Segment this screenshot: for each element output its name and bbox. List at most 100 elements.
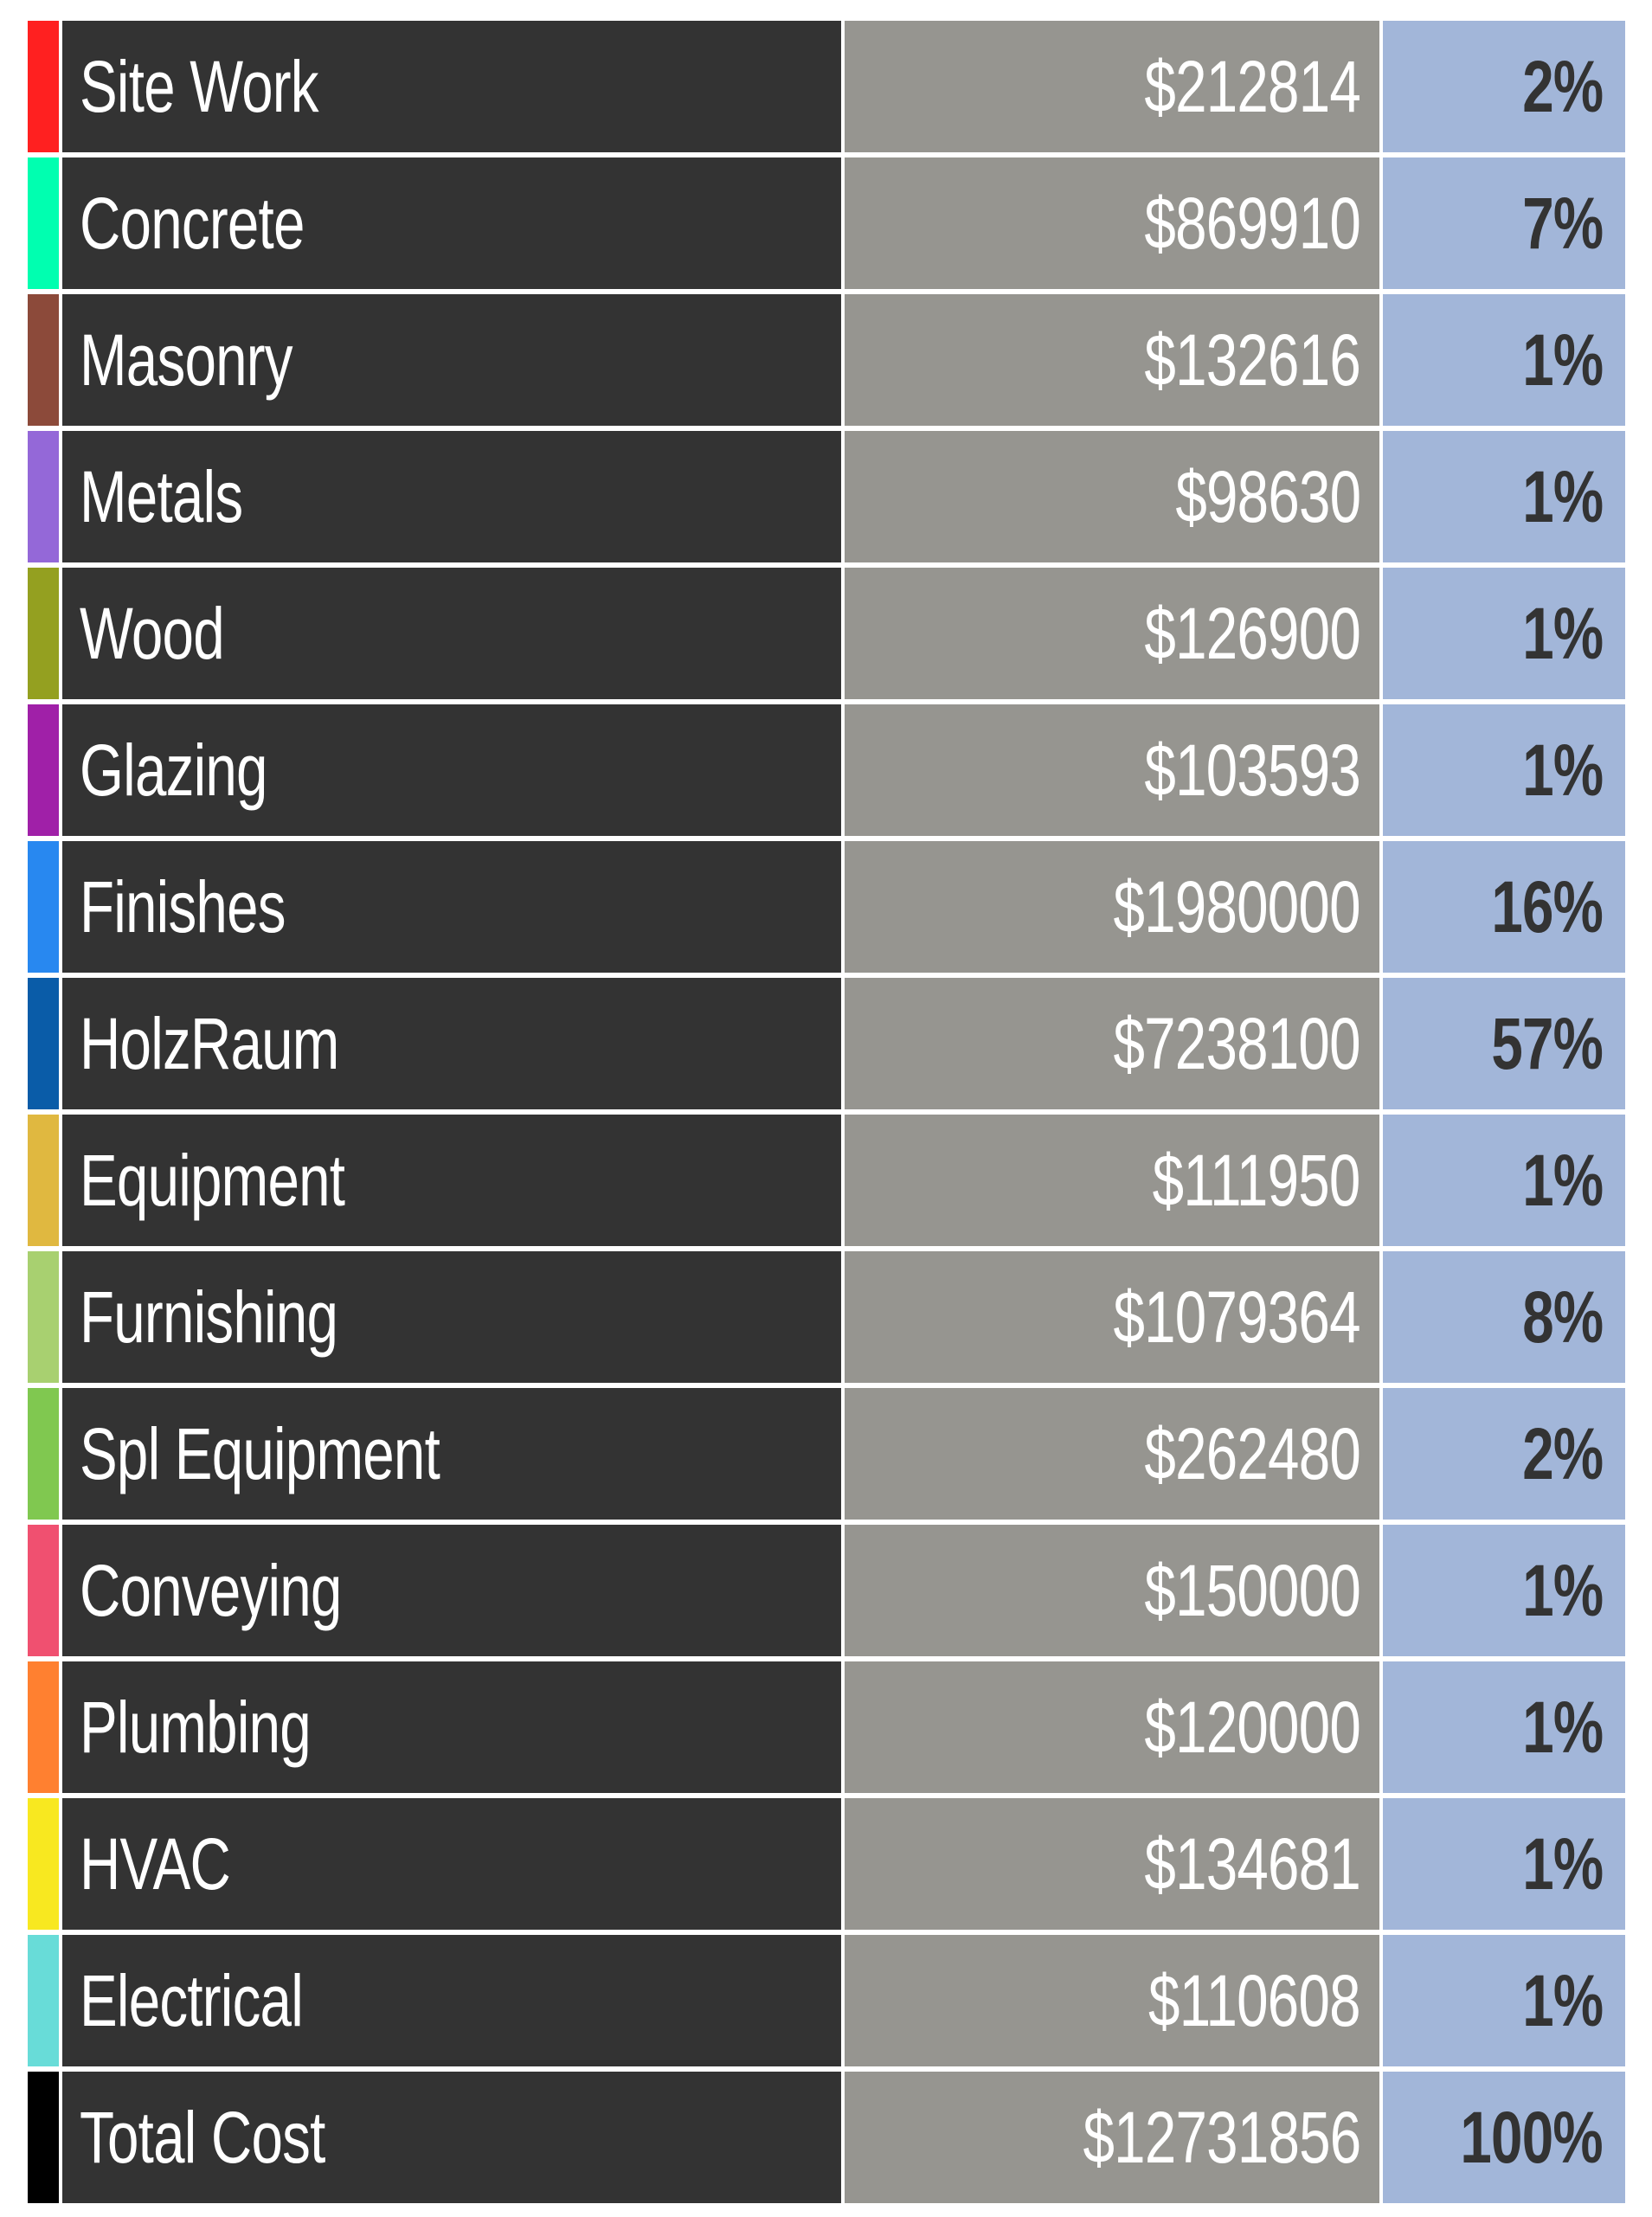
category-label-cell: HVAC bbox=[62, 1798, 841, 1930]
percent-share-cell: 16% bbox=[1383, 841, 1625, 973]
total-row: Total Cost $12731856 100% bbox=[28, 2072, 1625, 2203]
category-label: Conveying bbox=[80, 1550, 342, 1631]
cost-value-cell: $7238100 bbox=[845, 978, 1379, 1109]
category-label-cell: Concrete bbox=[62, 157, 841, 289]
category-label-cell: Conveying bbox=[62, 1525, 841, 1656]
percent-share-cell: 100% bbox=[1383, 2072, 1625, 2203]
category-label: Wood bbox=[80, 593, 225, 674]
percent-share: 16% bbox=[1491, 866, 1604, 948]
category-color-swatch bbox=[28, 1388, 59, 1520]
cost-value: $111950 bbox=[1153, 1140, 1361, 1221]
table-row: Electrical $110608 1% bbox=[28, 1935, 1625, 2066]
table-row: Equipment $111950 1% bbox=[28, 1115, 1625, 1246]
category-label: HolzRaum bbox=[80, 1003, 339, 1084]
category-label-cell: Finishes bbox=[62, 841, 841, 973]
cost-value-cell: $869910 bbox=[845, 157, 1379, 289]
percent-share-cell: 1% bbox=[1383, 1115, 1625, 1246]
table-row: Furnishing $1079364 8% bbox=[28, 1251, 1625, 1383]
table-row: Spl Equipment $262480 2% bbox=[28, 1388, 1625, 1520]
category-color-swatch bbox=[28, 21, 59, 152]
category-label-cell: Spl Equipment bbox=[62, 1388, 841, 1520]
category-color-swatch bbox=[28, 1525, 59, 1656]
cost-value-cell: $132616 bbox=[845, 294, 1379, 426]
percent-share: 1% bbox=[1521, 593, 1604, 674]
table-row: HVAC $134681 1% bbox=[28, 1798, 1625, 1930]
category-label: Glazing bbox=[80, 729, 267, 811]
category-label-cell: Metals bbox=[62, 431, 841, 562]
percent-share: 1% bbox=[1521, 1687, 1604, 1768]
category-label: Furnishing bbox=[80, 1276, 338, 1358]
percent-share: 1% bbox=[1521, 1823, 1604, 1905]
percent-share-cell: 1% bbox=[1383, 1798, 1625, 1930]
cost-value-cell: $120000 bbox=[845, 1661, 1379, 1793]
category-label: HVAC bbox=[80, 1823, 231, 1905]
cost-value: $262480 bbox=[1144, 1413, 1360, 1494]
cost-value: $12731856 bbox=[1083, 2097, 1361, 2178]
percent-share: 1% bbox=[1521, 1140, 1604, 1221]
category-label: Electrical bbox=[80, 1960, 304, 2041]
percent-share: 1% bbox=[1521, 1550, 1604, 1631]
category-color-swatch bbox=[28, 1115, 59, 1246]
cost-value-cell: $126900 bbox=[845, 568, 1379, 699]
cost-value: $132616 bbox=[1144, 319, 1360, 401]
category-label: Equipment bbox=[80, 1140, 345, 1221]
cost-value: $98630 bbox=[1175, 456, 1361, 537]
percent-share-cell: 1% bbox=[1383, 1525, 1625, 1656]
table-row: Concrete $869910 7% bbox=[28, 157, 1625, 289]
cost-value-cell: $262480 bbox=[845, 1388, 1379, 1520]
table-row: HolzRaum $7238100 57% bbox=[28, 978, 1625, 1109]
cost-value: $120000 bbox=[1144, 1687, 1360, 1768]
percent-share-cell: 1% bbox=[1383, 704, 1625, 836]
category-color-swatch bbox=[28, 704, 59, 836]
percent-share: 8% bbox=[1521, 1276, 1604, 1358]
percent-share: 2% bbox=[1521, 1413, 1604, 1494]
cost-value-cell: $103593 bbox=[845, 704, 1379, 836]
percent-share: 1% bbox=[1521, 1960, 1604, 2041]
table-row: Glazing $103593 1% bbox=[28, 704, 1625, 836]
category-color-swatch bbox=[28, 978, 59, 1109]
table-row: Site Work $212814 2% bbox=[28, 21, 1625, 152]
percent-share-cell: 2% bbox=[1383, 21, 1625, 152]
category-color-swatch bbox=[28, 294, 59, 426]
category-label-cell: Electrical bbox=[62, 1935, 841, 2066]
cost-value-cell: $110608 bbox=[845, 1935, 1379, 2066]
cost-value: $126900 bbox=[1144, 593, 1360, 674]
cost-value-cell: $1980000 bbox=[845, 841, 1379, 973]
table-row: Conveying $150000 1% bbox=[28, 1525, 1625, 1656]
percent-share-cell: 1% bbox=[1383, 568, 1625, 699]
cost-value-cell: $150000 bbox=[845, 1525, 1379, 1656]
category-color-swatch bbox=[28, 1251, 59, 1383]
category-color-swatch bbox=[28, 1798, 59, 1930]
table-row: Wood $126900 1% bbox=[28, 568, 1625, 699]
category-label-cell: HolzRaum bbox=[62, 978, 841, 1109]
category-label: Finishes bbox=[80, 866, 286, 948]
table-row: Plumbing $120000 1% bbox=[28, 1661, 1625, 1793]
cost-value: $110608 bbox=[1148, 1960, 1361, 2041]
category-label: Masonry bbox=[80, 319, 293, 401]
category-label: Spl Equipment bbox=[80, 1413, 440, 1494]
cost-value-cell: $98630 bbox=[845, 431, 1379, 562]
category-label-cell: Masonry bbox=[62, 294, 841, 426]
cost-value: $212814 bbox=[1144, 46, 1360, 127]
percent-share: 1% bbox=[1521, 319, 1604, 401]
category-label: Total Cost bbox=[80, 2097, 325, 2178]
cost-value: $1980000 bbox=[1113, 866, 1361, 948]
percent-share: 57% bbox=[1491, 1003, 1604, 1084]
cost-value-cell: $212814 bbox=[845, 21, 1379, 152]
category-label: Metals bbox=[80, 456, 243, 537]
table-row: Finishes $1980000 16% bbox=[28, 841, 1625, 973]
category-label: Plumbing bbox=[80, 1687, 312, 1768]
percent-share: 7% bbox=[1521, 183, 1604, 264]
category-label-cell: Total Cost bbox=[62, 2072, 841, 2203]
cost-value: $150000 bbox=[1144, 1550, 1360, 1631]
cost-value-cell: $12731856 bbox=[845, 2072, 1379, 2203]
category-label-cell: Equipment bbox=[62, 1115, 841, 1246]
cost-value-cell: $134681 bbox=[845, 1798, 1379, 1930]
category-color-swatch bbox=[28, 2072, 59, 2203]
category-label-cell: Wood bbox=[62, 568, 841, 699]
cost-value: $134681 bbox=[1144, 1823, 1360, 1905]
category-label-cell: Glazing bbox=[62, 704, 841, 836]
percent-share: 1% bbox=[1521, 729, 1604, 811]
category-label: Concrete bbox=[80, 183, 305, 264]
category-color-swatch bbox=[28, 1935, 59, 2066]
